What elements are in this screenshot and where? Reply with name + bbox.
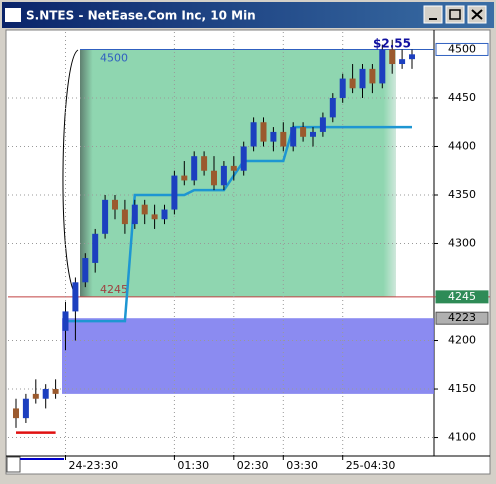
candle-body [211, 170, 217, 186]
axis-price-label: 4500 [448, 42, 476, 55]
candle-body [260, 122, 267, 142]
candle-body [290, 127, 297, 147]
maximize-button[interactable] [445, 5, 465, 24]
candle-body [230, 165, 237, 171]
candle-body [220, 165, 227, 186]
x-tick-label: 24-23:30 [69, 459, 119, 472]
candle-body [201, 156, 208, 171]
candle-body [171, 175, 178, 210]
candle-body [82, 258, 89, 283]
candle-body [42, 389, 49, 399]
candle-body [300, 127, 307, 137]
window-buttons[interactable] [423, 5, 487, 24]
candle-body [131, 204, 138, 225]
candle-body [121, 209, 128, 225]
candle-body [369, 68, 376, 84]
candle-body [399, 59, 406, 65]
title-bar [2, 2, 494, 28]
scroll-box[interactable] [6, 456, 21, 473]
candle-body [62, 311, 69, 331]
stop-line [65, 125, 412, 323]
candle-body [32, 393, 39, 399]
candle-body [151, 214, 158, 220]
candle-body [389, 49, 396, 65]
candle-body [280, 131, 287, 147]
axis-price-box [435, 290, 489, 304]
bracket [62, 49, 79, 299]
x-tick-label: 03:30 [286, 459, 318, 472]
candle-body [310, 131, 316, 137]
axis-price-box [435, 311, 489, 325]
x-tick-label: 02:30 [237, 459, 269, 472]
candle-body [181, 175, 188, 181]
minimize-button[interactable] [423, 5, 443, 24]
candle-body [240, 146, 247, 171]
candle-body [52, 389, 59, 394]
candle-body [102, 199, 109, 234]
zone-label: 4245 [100, 283, 128, 296]
axis-price-box [435, 42, 489, 56]
candle-body [349, 78, 356, 89]
candle-body [319, 117, 326, 132]
candle-body [339, 78, 346, 98]
candle-body [409, 54, 415, 60]
zone [80, 49, 396, 297]
y-tick-label: 4300 [448, 237, 476, 250]
candle-body [72, 282, 79, 312]
zone [62, 318, 434, 394]
y-tick-label: 4350 [448, 188, 476, 201]
y-tick-label: 4200 [448, 334, 476, 347]
window-title: S.NTES - NetEase.Com Inc, 10 Min [26, 9, 256, 23]
app-icon [5, 8, 21, 22]
candle-body [112, 199, 118, 210]
x-tick-label: 25-04:30 [346, 459, 396, 472]
candle-body [141, 204, 148, 215]
candle-body [329, 97, 336, 118]
y-tick-label: 4150 [448, 382, 476, 395]
y-tick-label: 4450 [448, 91, 476, 104]
zone-label: 4500 [100, 51, 128, 64]
candle-body [191, 156, 198, 181]
axis-price-label: 4223 [448, 311, 476, 324]
candle-body [270, 131, 277, 142]
candle-body [250, 122, 257, 147]
y-tick-label: 4400 [448, 139, 476, 152]
candle-body [22, 398, 29, 419]
axis-price-label: 4245 [448, 290, 476, 303]
price-annotation: $2.55 [373, 37, 411, 51]
candle-body [379, 49, 386, 84]
candle-body [13, 408, 19, 419]
candle-body [161, 209, 168, 220]
x-tick-label: 01:30 [177, 459, 209, 472]
y-tick-label: 4100 [448, 431, 476, 444]
candle-body [92, 233, 99, 263]
candle-body [359, 68, 366, 89]
